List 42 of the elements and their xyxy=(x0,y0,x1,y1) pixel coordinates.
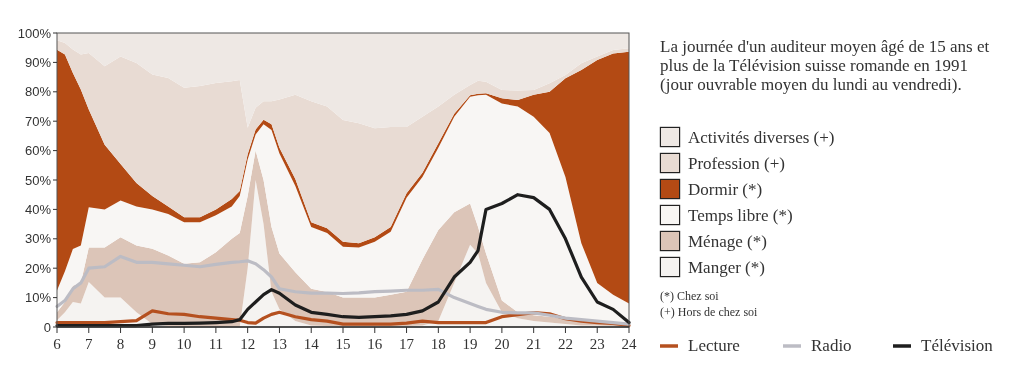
y-tick-label: 70% xyxy=(24,113,52,129)
y-tick-label: 40% xyxy=(24,201,52,217)
y-tick-label: 0 xyxy=(43,319,51,335)
x-tick-label: 14 xyxy=(303,336,320,352)
legend-label: Radio xyxy=(811,336,852,355)
legend-label: Manger (*) xyxy=(688,258,765,277)
legend-label: Profession (+) xyxy=(688,154,785,173)
x-tick-label: 8 xyxy=(116,336,125,352)
x-tick-label: 12 xyxy=(240,336,256,352)
x-tick-label: 21 xyxy=(526,336,542,352)
y-tick-label: 10% xyxy=(24,290,52,306)
x-tick-label: 19 xyxy=(462,336,478,352)
legend-label: Télévision xyxy=(921,336,994,355)
x-tick-label: 23 xyxy=(589,336,605,352)
y-tick-label: 60% xyxy=(24,143,52,159)
y-tick-label: 30% xyxy=(24,231,52,247)
legend-label: Temps libre (*) xyxy=(688,206,793,225)
x-tick-label: 17 xyxy=(399,336,415,352)
text: (*) Chez soi xyxy=(660,289,720,303)
y-tick-label: 80% xyxy=(24,84,52,100)
y-tick-label: 20% xyxy=(24,260,52,276)
x-tick-label: 15 xyxy=(335,336,351,352)
x-tick-label: 16 xyxy=(367,336,383,352)
x-tick-label: 11 xyxy=(208,336,224,352)
y-tick-label: 50% xyxy=(24,172,52,188)
x-tick-label: 7 xyxy=(85,336,94,352)
x-tick-label: 13 xyxy=(271,336,287,352)
legend-label: Dormir (*) xyxy=(688,180,763,199)
x-tick-label: 6 xyxy=(53,336,62,352)
x-tick-label: 18 xyxy=(430,336,446,352)
legend-label: Activités diverses (+) xyxy=(688,128,835,147)
y-tick-label: 90% xyxy=(24,54,52,70)
text: (+) Hors de chez soi xyxy=(660,305,759,319)
x-tick-label: 9 xyxy=(148,336,157,352)
x-tick-label: 22 xyxy=(557,336,573,352)
text: La journée d'un auditeur moyen âgé de 15 ans et plus de la Télévision suisse romande en 1991 (jour ouvrable moyen du lundi au vendredi). xyxy=(660,37,990,94)
x-tick-label: 24 xyxy=(621,336,637,352)
x-tick-label: 10 xyxy=(176,336,192,352)
x-tick-label: 20 xyxy=(494,336,510,352)
legend-label: Lecture xyxy=(688,336,740,355)
legend-label: Ménage (*) xyxy=(688,232,767,251)
y-tick-label: 100% xyxy=(17,25,52,41)
